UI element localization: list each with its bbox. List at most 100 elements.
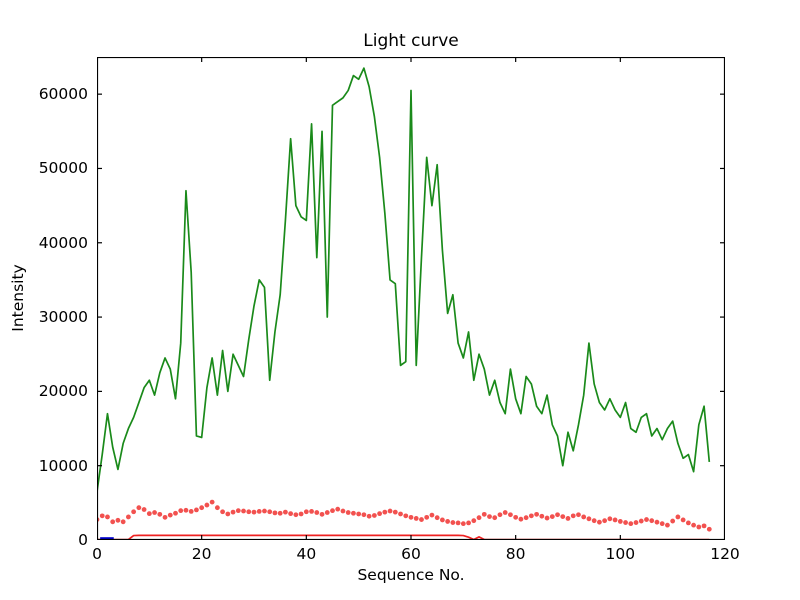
data-point xyxy=(706,526,712,532)
plot-background xyxy=(97,57,725,540)
series-intensity-green xyxy=(97,67,711,492)
plot-area xyxy=(97,57,725,540)
data-point xyxy=(105,514,110,520)
data-point xyxy=(481,511,487,517)
data-point xyxy=(230,509,236,515)
data-point xyxy=(256,508,262,514)
x-tick-label: 80 xyxy=(505,545,526,563)
data-point xyxy=(178,508,184,514)
data-point xyxy=(335,506,341,512)
data-point xyxy=(665,522,670,528)
data-point xyxy=(220,509,225,515)
data-point xyxy=(581,514,587,520)
x-tick-label: 40 xyxy=(296,545,317,563)
data-point xyxy=(670,518,676,524)
data-point xyxy=(450,520,456,525)
data-point xyxy=(623,520,628,525)
data-point xyxy=(424,514,430,520)
tick-marks-layer xyxy=(97,57,725,540)
data-point xyxy=(162,514,168,520)
data-point xyxy=(413,516,419,521)
data-point xyxy=(356,511,362,517)
data-point xyxy=(429,512,435,518)
data-point xyxy=(283,509,288,515)
data-point xyxy=(262,508,267,514)
data-point xyxy=(440,517,445,523)
data-point xyxy=(173,510,178,516)
data-point xyxy=(502,510,508,515)
data-point xyxy=(246,509,252,515)
data-point xyxy=(235,508,241,514)
data-point xyxy=(591,518,597,524)
data-point xyxy=(570,513,576,519)
data-point xyxy=(188,508,194,514)
data-point xyxy=(560,514,566,519)
y-tick-label: 20000 xyxy=(38,382,88,401)
data-point xyxy=(303,509,309,515)
data-point xyxy=(544,515,550,521)
data-point xyxy=(377,511,382,517)
data-point xyxy=(324,510,330,515)
y-tick-label: 0 xyxy=(78,531,88,549)
data-point xyxy=(214,505,220,511)
x-tick-label: 0 xyxy=(92,545,102,563)
data-point xyxy=(298,511,304,517)
data-point xyxy=(408,514,414,520)
data-point xyxy=(251,509,257,515)
data-point xyxy=(576,512,581,518)
data-point xyxy=(272,510,278,516)
data-point xyxy=(146,511,152,517)
data-point xyxy=(403,513,409,519)
data-point xyxy=(267,509,273,515)
data-point xyxy=(194,507,199,513)
data-point xyxy=(398,511,403,517)
data-point xyxy=(675,514,681,520)
data-point xyxy=(523,515,529,521)
data-point xyxy=(110,519,116,525)
data-point xyxy=(528,513,534,519)
x-tick-label: 20 xyxy=(191,545,212,563)
data-point xyxy=(701,523,707,529)
data-point xyxy=(366,513,372,519)
y-tick-label: 60000 xyxy=(38,85,88,104)
data-point xyxy=(141,507,147,512)
data-point xyxy=(419,517,424,522)
data-point xyxy=(225,511,231,517)
data-point xyxy=(387,508,393,514)
data-point xyxy=(136,505,142,511)
data-point xyxy=(288,511,294,517)
y-tick-label: 30000 xyxy=(38,308,88,327)
data-point xyxy=(607,516,613,522)
data-point xyxy=(466,520,471,526)
y-tick-label: 40000 xyxy=(38,233,88,252)
data-point xyxy=(644,517,649,522)
data-point xyxy=(565,516,571,521)
x-tick-label: 60 xyxy=(401,545,421,563)
x-tick-label: 120 xyxy=(710,545,740,563)
data-point xyxy=(293,512,299,518)
data-point xyxy=(115,517,121,523)
data-point xyxy=(471,518,477,524)
data-point xyxy=(241,508,246,514)
data-point xyxy=(131,509,137,515)
data-point xyxy=(654,519,660,525)
data-point xyxy=(555,512,560,518)
data-point xyxy=(340,508,346,514)
data-point xyxy=(371,513,377,518)
data-point xyxy=(685,520,691,526)
series-background-red-dotted xyxy=(97,499,712,532)
data-point xyxy=(99,513,105,519)
data-point xyxy=(199,505,205,511)
data-point xyxy=(513,514,519,520)
data-point xyxy=(586,516,592,522)
data-point xyxy=(126,514,131,520)
data-point xyxy=(508,512,513,518)
data-point xyxy=(691,522,696,528)
data-point xyxy=(157,511,163,517)
data-point xyxy=(120,519,126,525)
plot-svg xyxy=(97,57,725,540)
data-point xyxy=(612,517,618,523)
data-point xyxy=(455,520,461,526)
data-point xyxy=(476,515,482,521)
data-point xyxy=(345,510,351,515)
